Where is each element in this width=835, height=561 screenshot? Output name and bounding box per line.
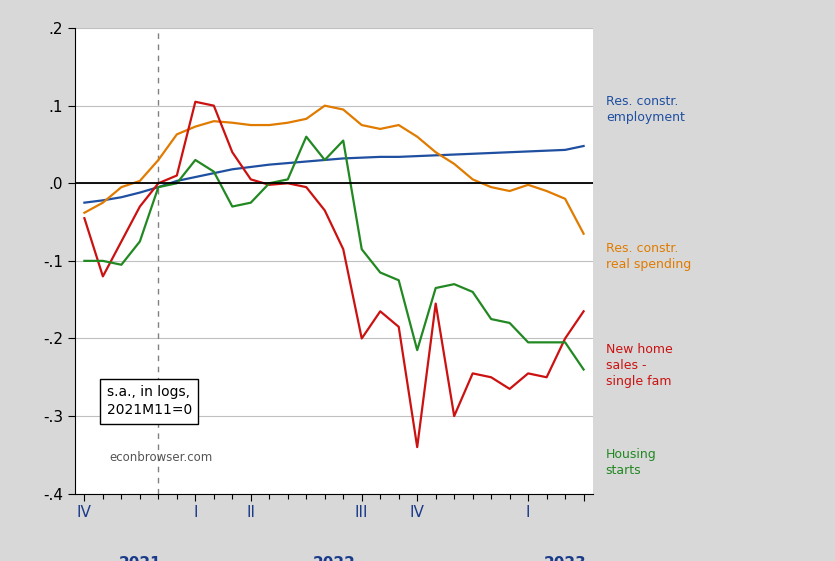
- Text: Housing
starts: Housing starts: [606, 448, 656, 477]
- Text: New home
sales -
single fam: New home sales - single fam: [606, 343, 672, 388]
- Text: Res. constr.
employment: Res. constr. employment: [606, 95, 685, 124]
- Text: econbrowser.com: econbrowser.com: [109, 451, 213, 464]
- Text: 2022: 2022: [312, 556, 356, 561]
- Text: s.a., in logs,
2021M11=0: s.a., in logs, 2021M11=0: [107, 385, 192, 417]
- Text: 2021: 2021: [119, 556, 161, 561]
- Text: Res. constr.
real spending: Res. constr. real spending: [606, 242, 691, 272]
- Text: 2023: 2023: [544, 556, 586, 561]
